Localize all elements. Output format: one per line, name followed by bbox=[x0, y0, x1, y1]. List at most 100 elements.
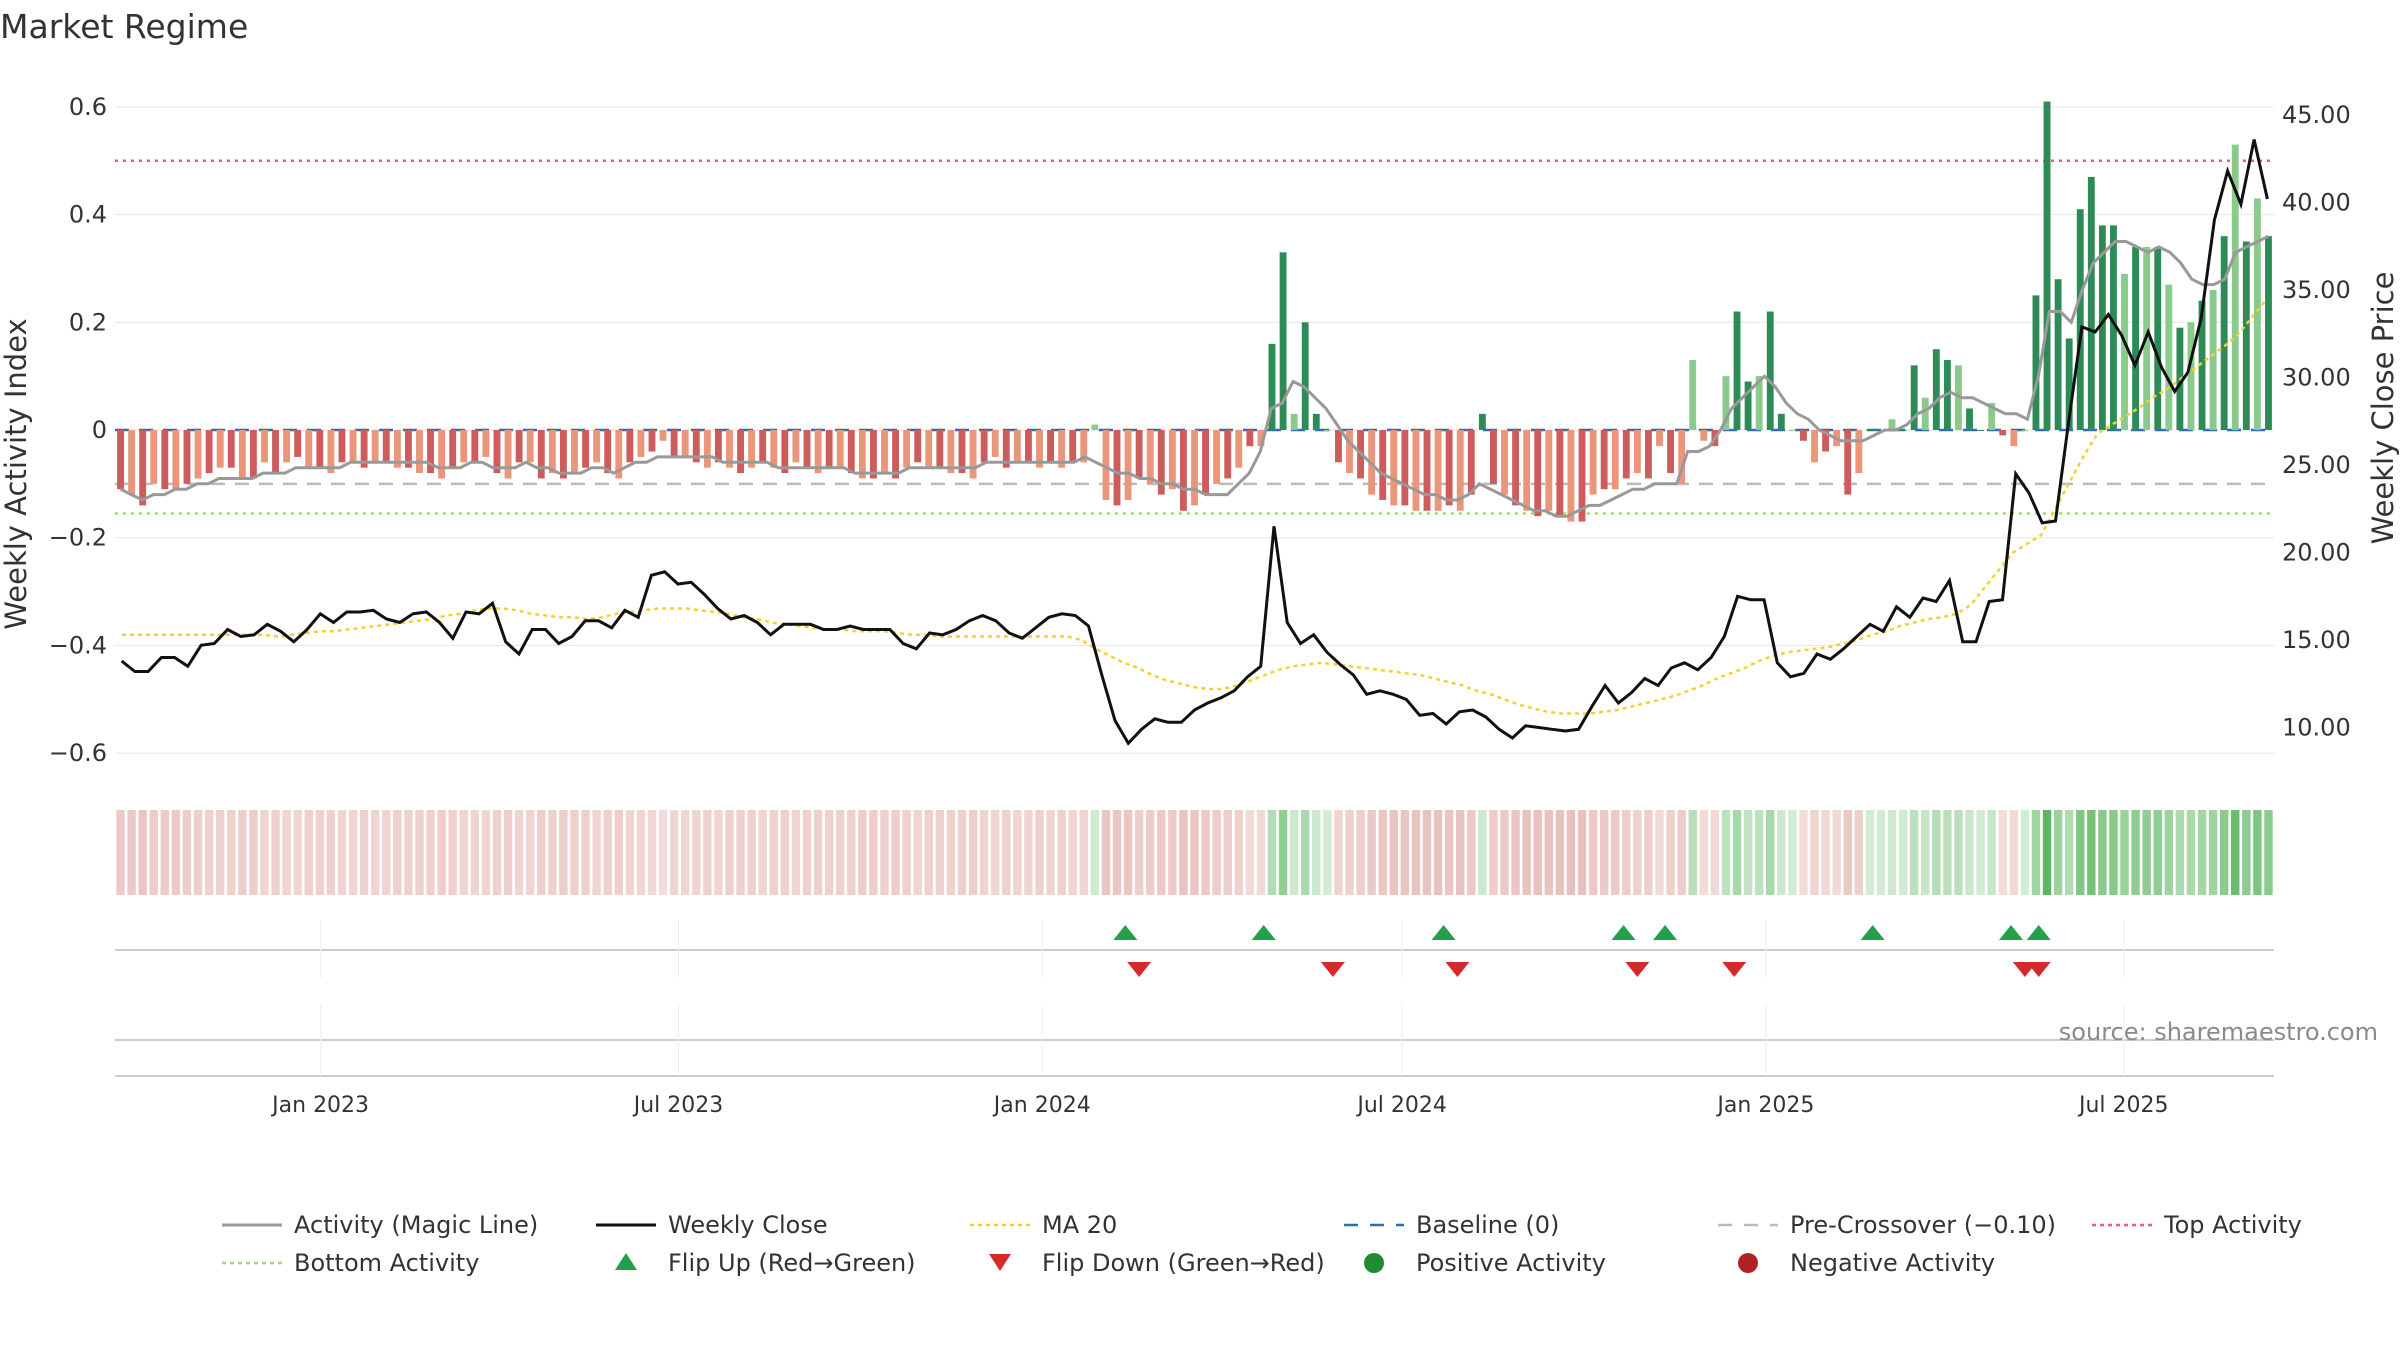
regime-strip-cell bbox=[1400, 810, 1410, 895]
regime-strip-cell bbox=[913, 810, 922, 895]
regime-strip-cell bbox=[858, 810, 867, 895]
regime-strip-cell bbox=[1212, 810, 1221, 895]
regime-strip-cell bbox=[304, 810, 313, 895]
activity-bar bbox=[1700, 430, 1708, 441]
date-tick-label: Jan 2023 bbox=[270, 1093, 369, 1118]
regime-strip-cell bbox=[1865, 810, 1875, 895]
regime-strip-cell bbox=[1411, 810, 1421, 895]
legend-item: Flip Up (Red→Green) bbox=[615, 1249, 916, 1277]
regime-strip-cell bbox=[1854, 810, 1864, 895]
flip-up-marker bbox=[1113, 925, 1138, 940]
activity-bar bbox=[1069, 430, 1077, 463]
activity-bar bbox=[216, 430, 224, 468]
activity-bar bbox=[737, 430, 744, 474]
regime-strip-cell bbox=[503, 810, 513, 895]
regime-strip-cell bbox=[1522, 810, 1531, 895]
legend-swatch bbox=[1364, 1253, 1384, 1273]
legend-label: Flip Down (Green→Red) bbox=[1042, 1249, 1325, 1277]
activity-bar bbox=[1036, 430, 1043, 468]
activity-bar bbox=[1844, 430, 1852, 495]
regime-strip-cell bbox=[2242, 810, 2251, 895]
activity-bar bbox=[2065, 338, 2073, 430]
regime-strip-cell bbox=[769, 810, 778, 895]
activity-bar bbox=[1633, 430, 1641, 474]
activity-bar bbox=[792, 430, 800, 463]
activity-bar bbox=[504, 430, 512, 479]
activity-bar bbox=[2187, 322, 2195, 430]
activity-bar bbox=[2021, 430, 2029, 431]
regime-strip-cell bbox=[2197, 810, 2207, 895]
regime-strip-cell bbox=[1013, 810, 1022, 895]
activity-bar bbox=[582, 430, 589, 468]
flip-down-marker bbox=[1625, 962, 1650, 977]
activity-bar bbox=[1899, 430, 1907, 431]
activity-bar bbox=[1501, 430, 1508, 495]
activity-bar bbox=[615, 430, 623, 479]
legend-item: Activity (Magic Line) bbox=[222, 1211, 538, 1239]
regime-strip-cell bbox=[2109, 810, 2118, 895]
activity-bar bbox=[183, 430, 191, 484]
regime-strip-cell bbox=[2042, 810, 2052, 895]
regime-strip-cell bbox=[1024, 810, 1033, 895]
regime-strip-cell bbox=[1456, 810, 1465, 895]
activity-bar bbox=[1645, 430, 1652, 479]
left-tick-label: 0 bbox=[92, 416, 107, 444]
activity-bar bbox=[914, 430, 922, 463]
legend-swatch bbox=[1738, 1253, 1758, 1273]
activity-bar bbox=[393, 430, 401, 468]
regime-strip-cell bbox=[1367, 810, 1376, 895]
activity-bar bbox=[1667, 430, 1675, 474]
regime-strip-cell bbox=[1256, 810, 1266, 895]
activity-bar bbox=[404, 430, 412, 468]
regime-strip-cell bbox=[149, 810, 158, 895]
activity-bar bbox=[571, 430, 578, 474]
activity-bar bbox=[382, 430, 390, 463]
regime-strip-cell bbox=[714, 810, 723, 895]
right-tick-label: 25.00 bbox=[2282, 451, 2351, 479]
regime-strip-cell bbox=[2264, 810, 2273, 895]
activity-bar bbox=[1002, 430, 1010, 468]
activity-bar bbox=[1766, 311, 1774, 430]
activity-bar bbox=[559, 430, 567, 479]
regime-strip-cell bbox=[1312, 810, 1321, 895]
regime-strip-cell bbox=[1633, 810, 1642, 895]
regime-strip-cell bbox=[1799, 810, 1808, 895]
regime-strip-cell bbox=[1599, 810, 1609, 895]
flip-markers-panel bbox=[115, 920, 2274, 978]
regime-strip-cell bbox=[1289, 810, 1299, 895]
regime-strip-cell bbox=[669, 810, 679, 895]
regime-strip-cell bbox=[680, 810, 690, 895]
activity-bar bbox=[1722, 376, 1730, 430]
regime-strip-cell bbox=[1179, 810, 1188, 895]
activity-bar bbox=[1268, 343, 1276, 430]
activity-bar bbox=[1113, 430, 1121, 506]
regime-strip-cell bbox=[1843, 810, 1852, 895]
activity-bar bbox=[2087, 176, 2095, 430]
regime-strip-cell bbox=[359, 810, 369, 895]
activity-bar bbox=[1656, 430, 1663, 447]
regime-strip-cell bbox=[957, 810, 967, 895]
regime-strip-cell bbox=[2131, 810, 2140, 895]
flip-up-marker bbox=[1999, 925, 2024, 940]
activity-bar bbox=[2231, 144, 2239, 430]
activity-bar bbox=[272, 430, 279, 474]
regime-strip-cell bbox=[1699, 810, 1709, 895]
regime-strip-cell bbox=[1146, 810, 1155, 895]
regime-strip-cell bbox=[282, 810, 291, 895]
activity-bar bbox=[1977, 430, 1985, 431]
regime-strip-cell bbox=[492, 810, 502, 895]
activity-bar bbox=[1445, 430, 1453, 506]
activity-bar bbox=[892, 430, 899, 479]
flip-down-marker bbox=[1127, 962, 1152, 977]
regime-strip-cell bbox=[1267, 810, 1277, 895]
activity-bar bbox=[1124, 430, 1132, 500]
regime-strip-cell bbox=[780, 810, 790, 895]
activity-bar bbox=[1346, 430, 1353, 474]
activity-bar bbox=[1578, 430, 1586, 522]
regime-strip-cell bbox=[747, 810, 756, 895]
regime-strip-cell bbox=[127, 810, 136, 895]
activity-bar bbox=[1777, 413, 1785, 430]
regime-strip-cell bbox=[1965, 810, 1974, 895]
regime-strip-cell bbox=[692, 810, 701, 895]
regime-strip-cell bbox=[736, 810, 745, 895]
